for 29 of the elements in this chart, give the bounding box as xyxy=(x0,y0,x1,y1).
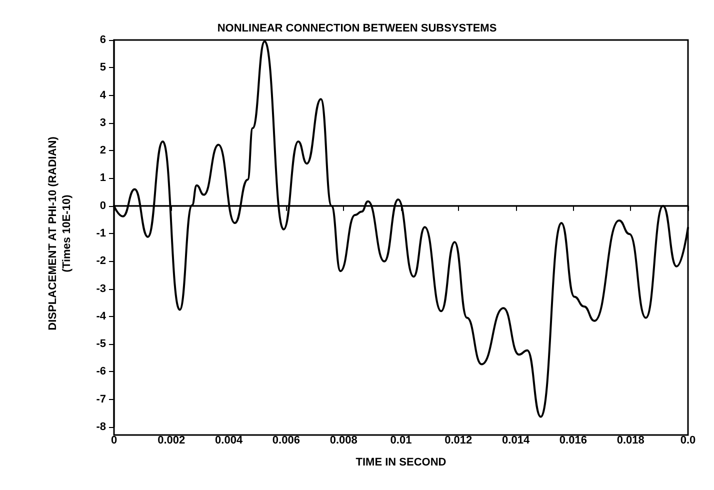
x-tick-label: 0.002 xyxy=(158,434,186,446)
y-tick-label: 0 xyxy=(100,200,106,212)
y-tick-label: -8 xyxy=(96,421,106,433)
y-tick-label: -1 xyxy=(96,228,106,240)
y-axis-title: DISPLACEMENT AT PHI-10 (RADIAN) (Times 10E-10) xyxy=(47,136,73,330)
y-tick-label: 5 xyxy=(100,62,106,74)
y-tick-label: -4 xyxy=(96,310,107,322)
chart-title: NONLINEAR CONNECTION BETWEEN SUBSYSTEMS xyxy=(217,22,497,34)
x-tick-label: 0.016 xyxy=(559,434,587,446)
x-tick-label: 0.004 xyxy=(215,434,244,446)
x-tick-label: 0.008 xyxy=(330,434,358,446)
x-axis-title: TIME IN SECOND xyxy=(356,456,446,468)
y-tick-label: -7 xyxy=(96,393,106,406)
x-tick-label: 0.006 xyxy=(272,434,300,446)
x-tick-label: 0.0 xyxy=(680,434,696,446)
y-tick-label: 6 xyxy=(100,34,106,46)
y-tick-label: -6 xyxy=(96,366,106,378)
x-tick-label: 0.012 xyxy=(444,434,472,446)
y-tick-label: -5 xyxy=(96,338,106,350)
x-tick-label: 0.018 xyxy=(616,434,644,446)
x-tick-label: 0.01 xyxy=(390,434,412,446)
y-tick-label: -3 xyxy=(96,282,106,295)
y-tick-label: 1 xyxy=(100,172,106,184)
y-tick-label: 2 xyxy=(100,144,106,157)
x-tick-label: 0 xyxy=(110,434,118,446)
y-tick-label: 4 xyxy=(100,89,107,102)
y-tick-label: 3 xyxy=(100,116,106,129)
x-tick-label: 0.014 xyxy=(502,434,530,446)
y-tick-label: -2 xyxy=(96,255,106,268)
